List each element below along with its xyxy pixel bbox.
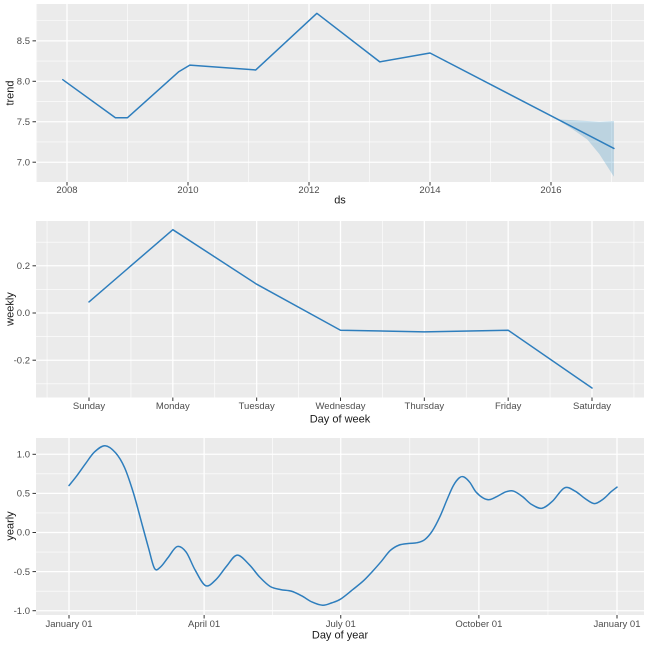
y-tick-label: -1.0 [14,606,30,617]
y-tick-label: 7.5 [17,117,30,128]
y-tick-label: 0.0 [17,528,30,539]
y-tick-label: 1.0 [17,450,30,461]
x-tick-label: 2010 [177,185,198,196]
x-tick-label: Saturday [573,401,611,412]
x-tick-label: 2012 [298,185,319,196]
x-tick-label: Wednesday [316,401,366,412]
x-tick-label: Friday [495,401,522,412]
weekly-line [88,228,593,389]
x-tick-label: 2016 [540,185,561,196]
weekly-gridlines [36,221,644,398]
y-tick-label: -0.2 [14,355,30,366]
x-tick-label: Monday [156,401,190,412]
y-tick-label: 0.0 [17,308,30,319]
trend-uncertainty-band [557,119,614,177]
trend-y-axis-title: trend [4,80,17,106]
y-tick-label: 8.0 [17,77,30,88]
x-tick-label: October 01 [455,619,502,630]
trend-chart: 2008 2010 2012 2014 2016 7.0 7.5 8.0 8.5 [17,4,644,196]
trend-gridlines [36,4,644,182]
y-tick-label: 7.0 [17,157,30,168]
y-tick-label: -0.5 [14,567,30,578]
x-tick-label: April 01 [188,619,220,630]
x-tick-label: Sunday [73,401,105,412]
x-tick-label: July 01 [326,619,356,630]
x-tick-label: 2008 [56,185,77,196]
weekly-y-axis-title: weekly [4,292,17,326]
yearly-x-axis-title: Day of year [311,629,369,642]
x-tick-label: Tuesday [239,401,275,412]
trend-x-axis-title: ds [334,194,346,207]
x-tick-label: Thursday [405,401,445,412]
trend-line [62,12,615,150]
yearly-line [68,444,618,606]
y-tick-label: 0.2 [17,261,30,272]
x-tick-label: 2014 [419,185,440,196]
weekly-x-axis-title: Day of week [309,413,371,426]
x-tick-label: January 01 [45,619,92,630]
yearly-axes: January 01 April 01 July 01 October 01 Janua… [14,450,641,631]
yearly-y-axis-title: yearly [4,511,17,541]
weekly-chart: Sunday Monday Tuesday Wednesday Thursday Frid… [14,221,644,412]
weekly-axes: Sunday Monday Tuesday Wednesday Thursday Frid… [14,261,612,412]
y-tick-label: 0.5 [17,489,30,500]
yearly-gridlines [36,438,644,615]
trend-axes: 2008 2010 2012 2014 2016 7.0 7.5 8.0 8.5 [17,36,562,196]
y-tick-label: 8.5 [17,36,30,47]
trend-panel-background [36,4,644,182]
x-tick-label: January 01 [593,619,640,630]
yearly-panel-background [36,438,644,615]
yearly-chart: January 01 April 01 July 01 October 01 Janua… [14,438,644,630]
